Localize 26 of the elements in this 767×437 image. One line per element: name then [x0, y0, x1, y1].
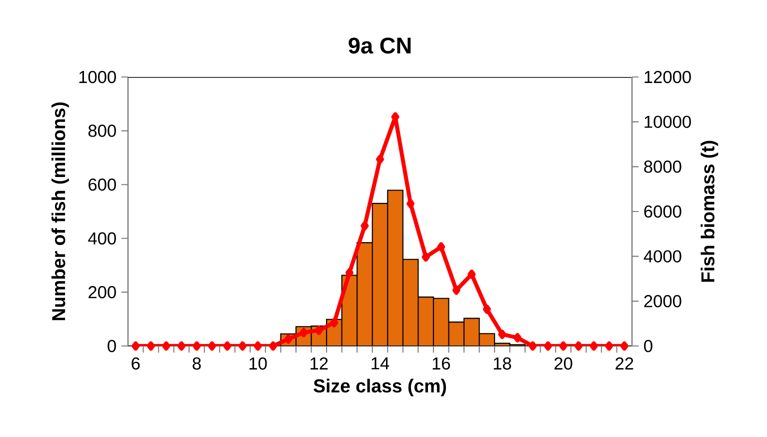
y-tick-label: 600: [88, 178, 116, 191]
y-tick-label: 1000: [79, 70, 116, 84]
x-tick-label: 10: [250, 357, 267, 370]
x-tick-label: 20: [554, 357, 572, 370]
x-tick-label: 14: [372, 357, 390, 370]
y2-axis-title: Fish biomass (t): [700, 140, 718, 282]
x-tick-label: 8: [192, 357, 201, 370]
x-axis-title: Size class (cm): [314, 378, 446, 396]
y2-tick-label: 0: [644, 340, 652, 352]
y-tick-label: 0: [108, 340, 116, 352]
x-tick-label: 18: [494, 357, 512, 370]
y2-tick-label: 12000: [644, 70, 691, 84]
y-tick-label: 400: [88, 232, 116, 245]
x-tick-label: 22: [616, 357, 634, 370]
y-tick-label: 800: [88, 124, 116, 137]
y2-tick-label: 10000: [644, 116, 691, 128]
y2-tick-label: 4000: [644, 250, 682, 262]
x-tick-label: 6: [132, 357, 140, 370]
y-tick-label: 200: [88, 286, 116, 298]
chart-title: 9a CN: [348, 38, 411, 54]
y-axis-title: Number of fish (millions): [52, 102, 69, 320]
x-tick-label: 12: [310, 357, 328, 370]
x-tick-label: 16: [432, 357, 450, 370]
y2-tick-label: 8000: [644, 160, 682, 173]
y2-tick-label: 6000: [644, 205, 682, 218]
y2-tick-label: 2000: [644, 295, 682, 308]
